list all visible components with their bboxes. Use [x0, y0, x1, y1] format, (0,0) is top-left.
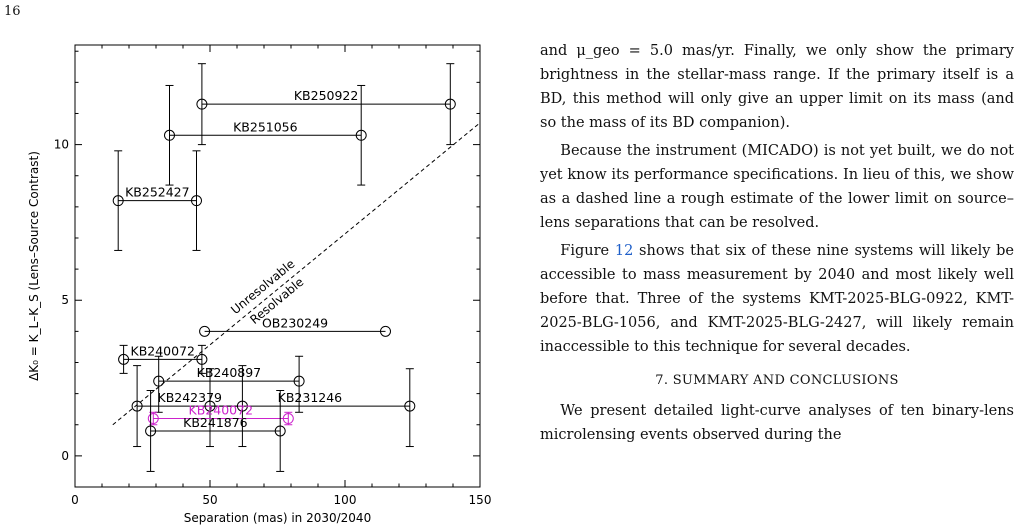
paragraph-3: Figure 12 shows that six of these nine s…: [540, 239, 1014, 359]
event-kb250922: KB250922: [196, 63, 456, 146]
data-point: [293, 375, 305, 387]
page-number: 16: [4, 4, 21, 19]
data-point: [131, 400, 143, 412]
resolvability-limit-line: [112, 122, 481, 426]
event-kb241876: KB241876: [145, 390, 286, 472]
paragraph-3-start: Figure: [560, 243, 615, 259]
separation-contrast-plot: 0 50 100 150 0 5 10 Separation (mas) in 2030/20…: [27, 44, 492, 525]
event-label: KB240072: [189, 403, 254, 418]
data-point: [196, 353, 208, 365]
x-tick-label: 100: [334, 493, 357, 507]
plot-frame: [74, 44, 481, 488]
event-kb231246: KB231246: [204, 368, 416, 448]
data-point: [153, 375, 165, 387]
data-point: [191, 195, 202, 207]
x-axis-label: Separation (mas) in 2030/2040: [184, 511, 371, 525]
data-point: [444, 98, 456, 110]
data-point: [380, 325, 391, 337]
event-kb240072: KB240072: [118, 343, 208, 374]
data-point: [118, 353, 130, 365]
figure-12: 0 50 100 150 0 5 10 Separation (mas) in 2030/20…: [27, 44, 492, 525]
y-tick-label: 0: [61, 449, 69, 463]
event-kb240072: KB240072: [147, 403, 294, 426]
event-label: KB251056: [233, 119, 298, 134]
data-point: [204, 400, 216, 412]
text-column: and μ_geo = 5.0 mas/yr. Finally, we only…: [540, 39, 1014, 451]
event-label: OB230249: [262, 315, 328, 330]
data-point: [196, 98, 208, 110]
data-point: [274, 425, 286, 437]
x-tick-label: 50: [202, 493, 217, 507]
data-point: [282, 413, 294, 425]
event-label: KB252427: [125, 185, 190, 200]
paragraph-2: Because the instrument (MICADO) is not y…: [540, 143, 1014, 231]
data-point: [355, 129, 367, 141]
event-label: KB240897: [197, 365, 262, 380]
figure-ref-link[interactable]: 12: [614, 243, 634, 259]
event-label: KB241876: [183, 415, 248, 430]
event-label: KB240072: [131, 343, 196, 358]
event-kb252427: KB252427: [112, 150, 202, 251]
event-label: KB250922: [294, 88, 359, 103]
paragraph-3-rest: shows that six of these nine systems wil…: [540, 243, 1014, 355]
data-point: [404, 400, 416, 412]
data-point: [112, 195, 124, 207]
y-tick-label: 10: [54, 138, 69, 152]
data-point: [199, 325, 211, 337]
y-axis-label: ΔK₀ = K_L–K_S (Lens–Source Contrast): [27, 151, 41, 381]
event-ob230249: OB230249: [199, 315, 391, 337]
event-label: KB231246: [278, 390, 343, 405]
data-point: [145, 425, 157, 437]
paragraph-1: and μ_geo = 5.0 mas/yr. Finally, we only…: [540, 43, 1014, 131]
data-point: [164, 129, 175, 141]
y-tick-label: 5: [61, 293, 69, 307]
x-tick-label: 0: [71, 493, 79, 507]
event-kb251056: KB251056: [164, 84, 367, 186]
event-label: KB242379: [158, 390, 223, 405]
section-heading: 7. SUMMARY AND CONCLUSIONS: [655, 373, 899, 388]
data-point: [147, 413, 159, 425]
paragraph-4: We present detailed light-curve analyses…: [540, 403, 1014, 443]
x-tick-label: 150: [469, 493, 492, 507]
